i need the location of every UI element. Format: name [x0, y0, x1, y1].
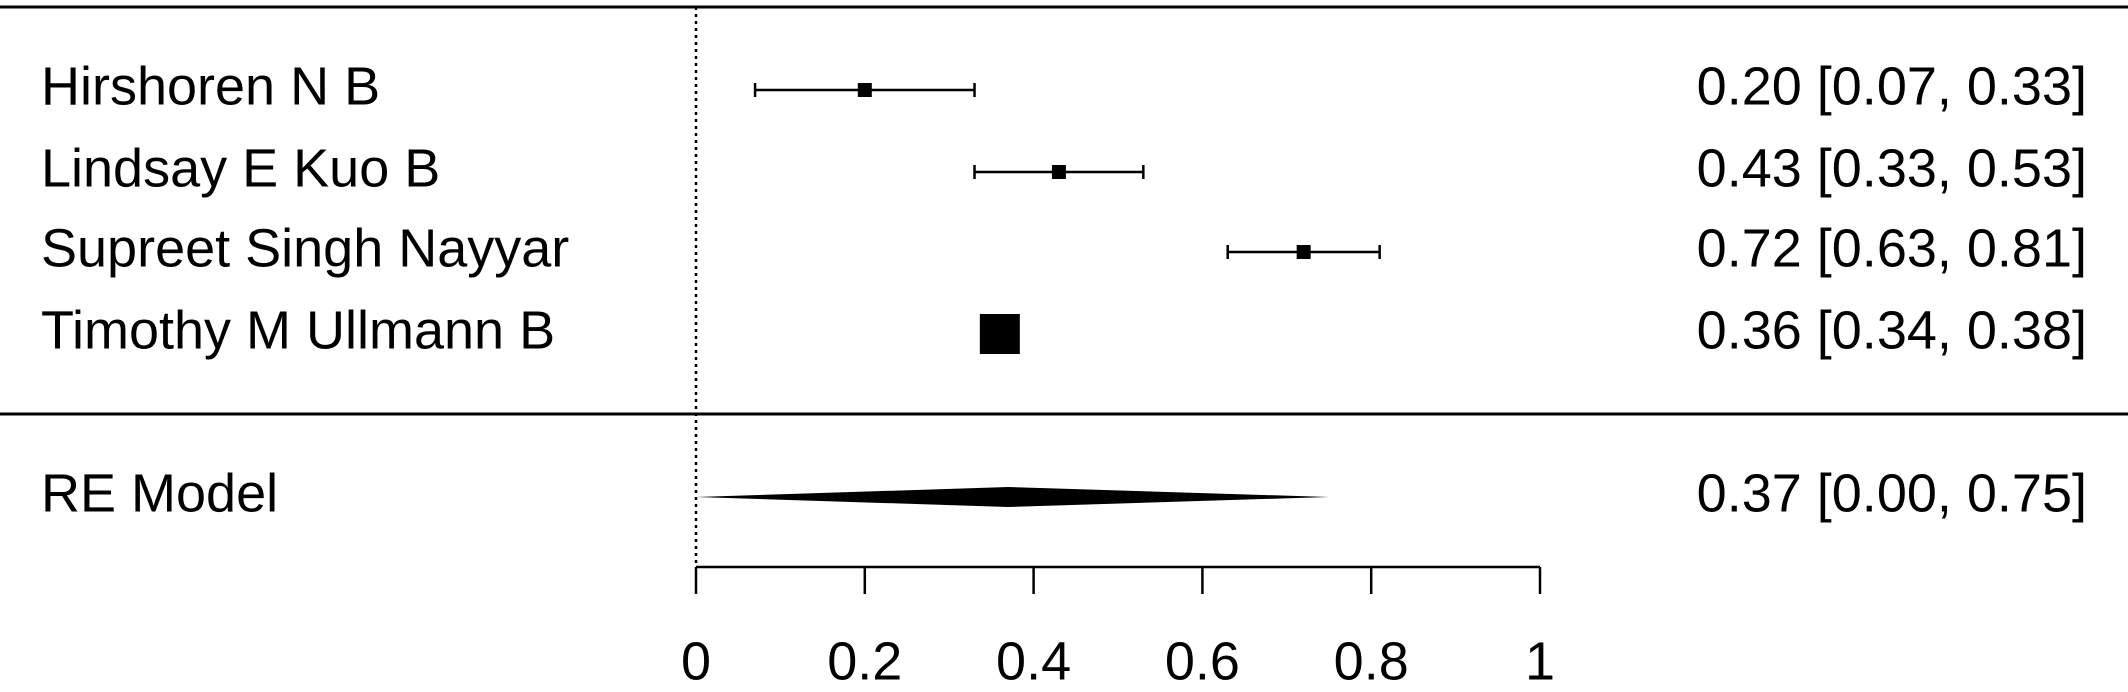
x-tick-label: 1: [1525, 631, 1555, 691]
x-tick-label: 0.6: [1165, 631, 1240, 691]
x-tick-label: 0.2: [827, 631, 902, 691]
summary-estimate-label: 0.37 [0.00, 0.75]: [1697, 463, 2087, 523]
summary-diamond: [696, 487, 1329, 507]
point-estimate: [1296, 245, 1311, 259]
study-estimate-label: 0.43 [0.33, 0.53]: [1697, 138, 2087, 198]
study-estimate-label: 0.20 [0.07, 0.33]: [1697, 56, 2087, 116]
study-label: Timothy M Ullmann B: [41, 300, 555, 360]
point-estimate: [1051, 165, 1066, 179]
point-estimate: [979, 314, 1020, 354]
study-label: Supreet Singh Nayyar: [41, 218, 569, 278]
summary-label: RE Model: [41, 463, 278, 523]
study-estimate-label: 0.36 [0.34, 0.38]: [1697, 300, 2087, 360]
study-label: Hirshoren N B: [41, 56, 380, 116]
study-label: Lindsay E Kuo B: [41, 138, 440, 198]
study-estimate-label: 0.72 [0.63, 0.81]: [1697, 218, 2087, 278]
x-tick-label: 0: [681, 631, 711, 691]
point-estimate: [857, 83, 872, 97]
x-tick-label: 0.4: [996, 631, 1071, 691]
x-tick-label: 0.8: [1334, 631, 1409, 691]
